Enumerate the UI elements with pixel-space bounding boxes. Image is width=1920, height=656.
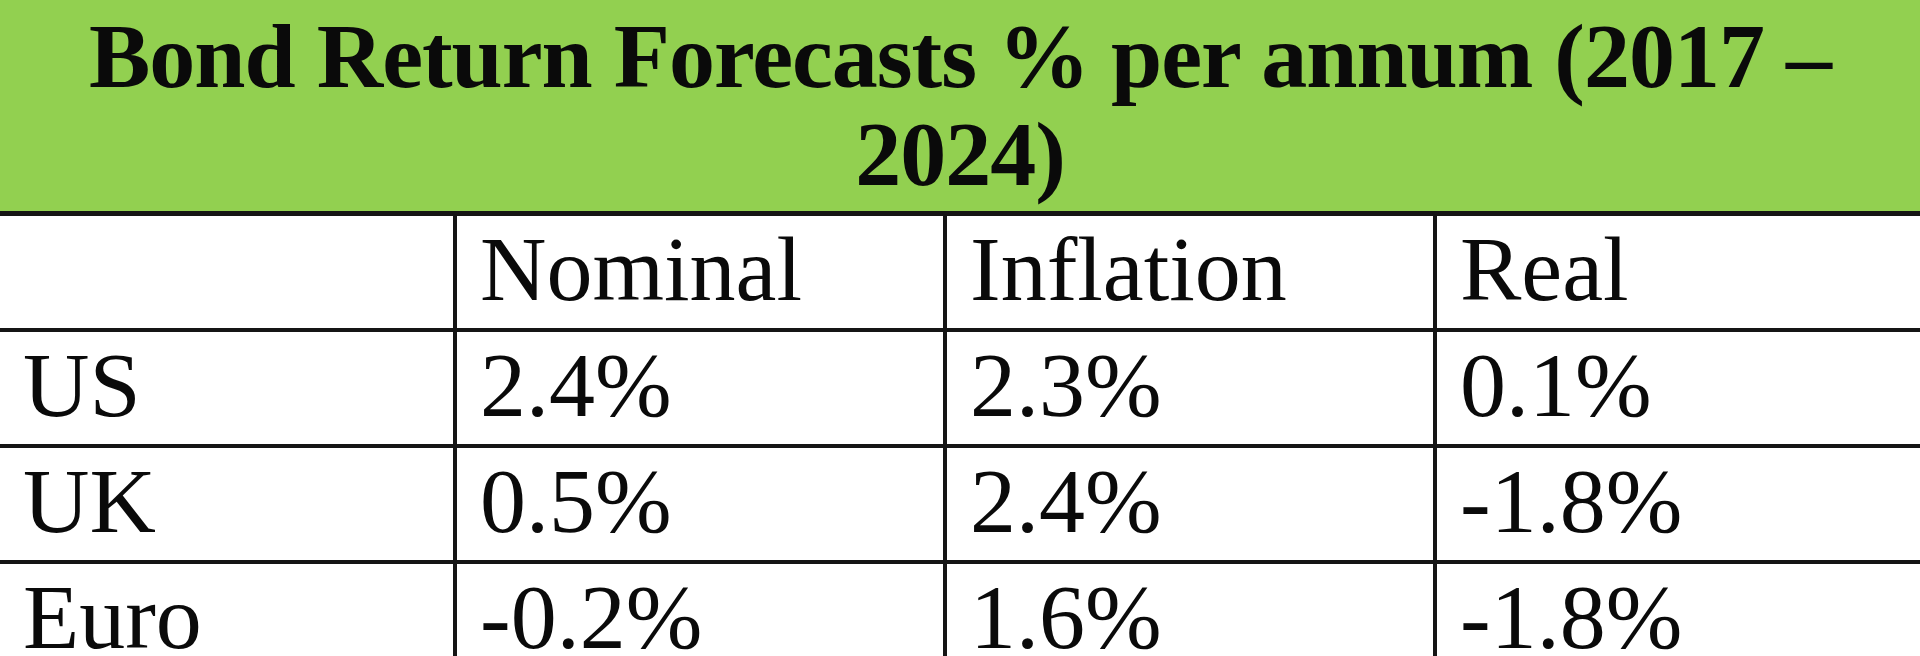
table-cell: 0.1% <box>1435 330 1920 446</box>
column-header: Inflation <box>945 216 1435 330</box>
table-title-text: Bond Return Forecasts % per annum (2017 … <box>89 8 1831 203</box>
row-label: US <box>0 330 455 446</box>
bond-forecast-table-screenshot: Bond Return Forecasts % per annum (2017 … <box>0 0 1920 656</box>
table-cell: 0.5% <box>455 446 945 562</box>
column-header: Nominal <box>455 216 945 330</box>
table-row: Euro-0.2%1.6%-1.8% <box>0 562 1920 656</box>
table-row: US2.4%2.3%0.1% <box>0 330 1920 446</box>
forecast-table: NominalInflationReal US2.4%2.3%0.1%UK0.5… <box>0 216 1920 656</box>
corner-cell <box>0 216 455 330</box>
table-cell: 2.3% <box>945 330 1435 446</box>
title-line-2: 2024) <box>855 103 1065 205</box>
row-label: Euro <box>0 562 455 656</box>
title-line-1: Bond Return Forecasts % per annum (2017 … <box>89 5 1831 107</box>
table-cell: 1.6% <box>945 562 1435 656</box>
table-cell: 2.4% <box>945 446 1435 562</box>
table-body: US2.4%2.3%0.1%UK0.5%2.4%-1.8%Euro-0.2%1.… <box>0 330 1920 656</box>
table-row: UK0.5%2.4%-1.8% <box>0 446 1920 562</box>
column-header: Real <box>1435 216 1920 330</box>
table-cell: -1.8% <box>1435 446 1920 562</box>
table-cell: -0.2% <box>455 562 945 656</box>
row-label: UK <box>0 446 455 562</box>
table-header-row: NominalInflationReal <box>0 216 1920 330</box>
table-cell: 2.4% <box>455 330 945 446</box>
table-title: Bond Return Forecasts % per annum (2017 … <box>0 0 1920 216</box>
table-cell: -1.8% <box>1435 562 1920 656</box>
